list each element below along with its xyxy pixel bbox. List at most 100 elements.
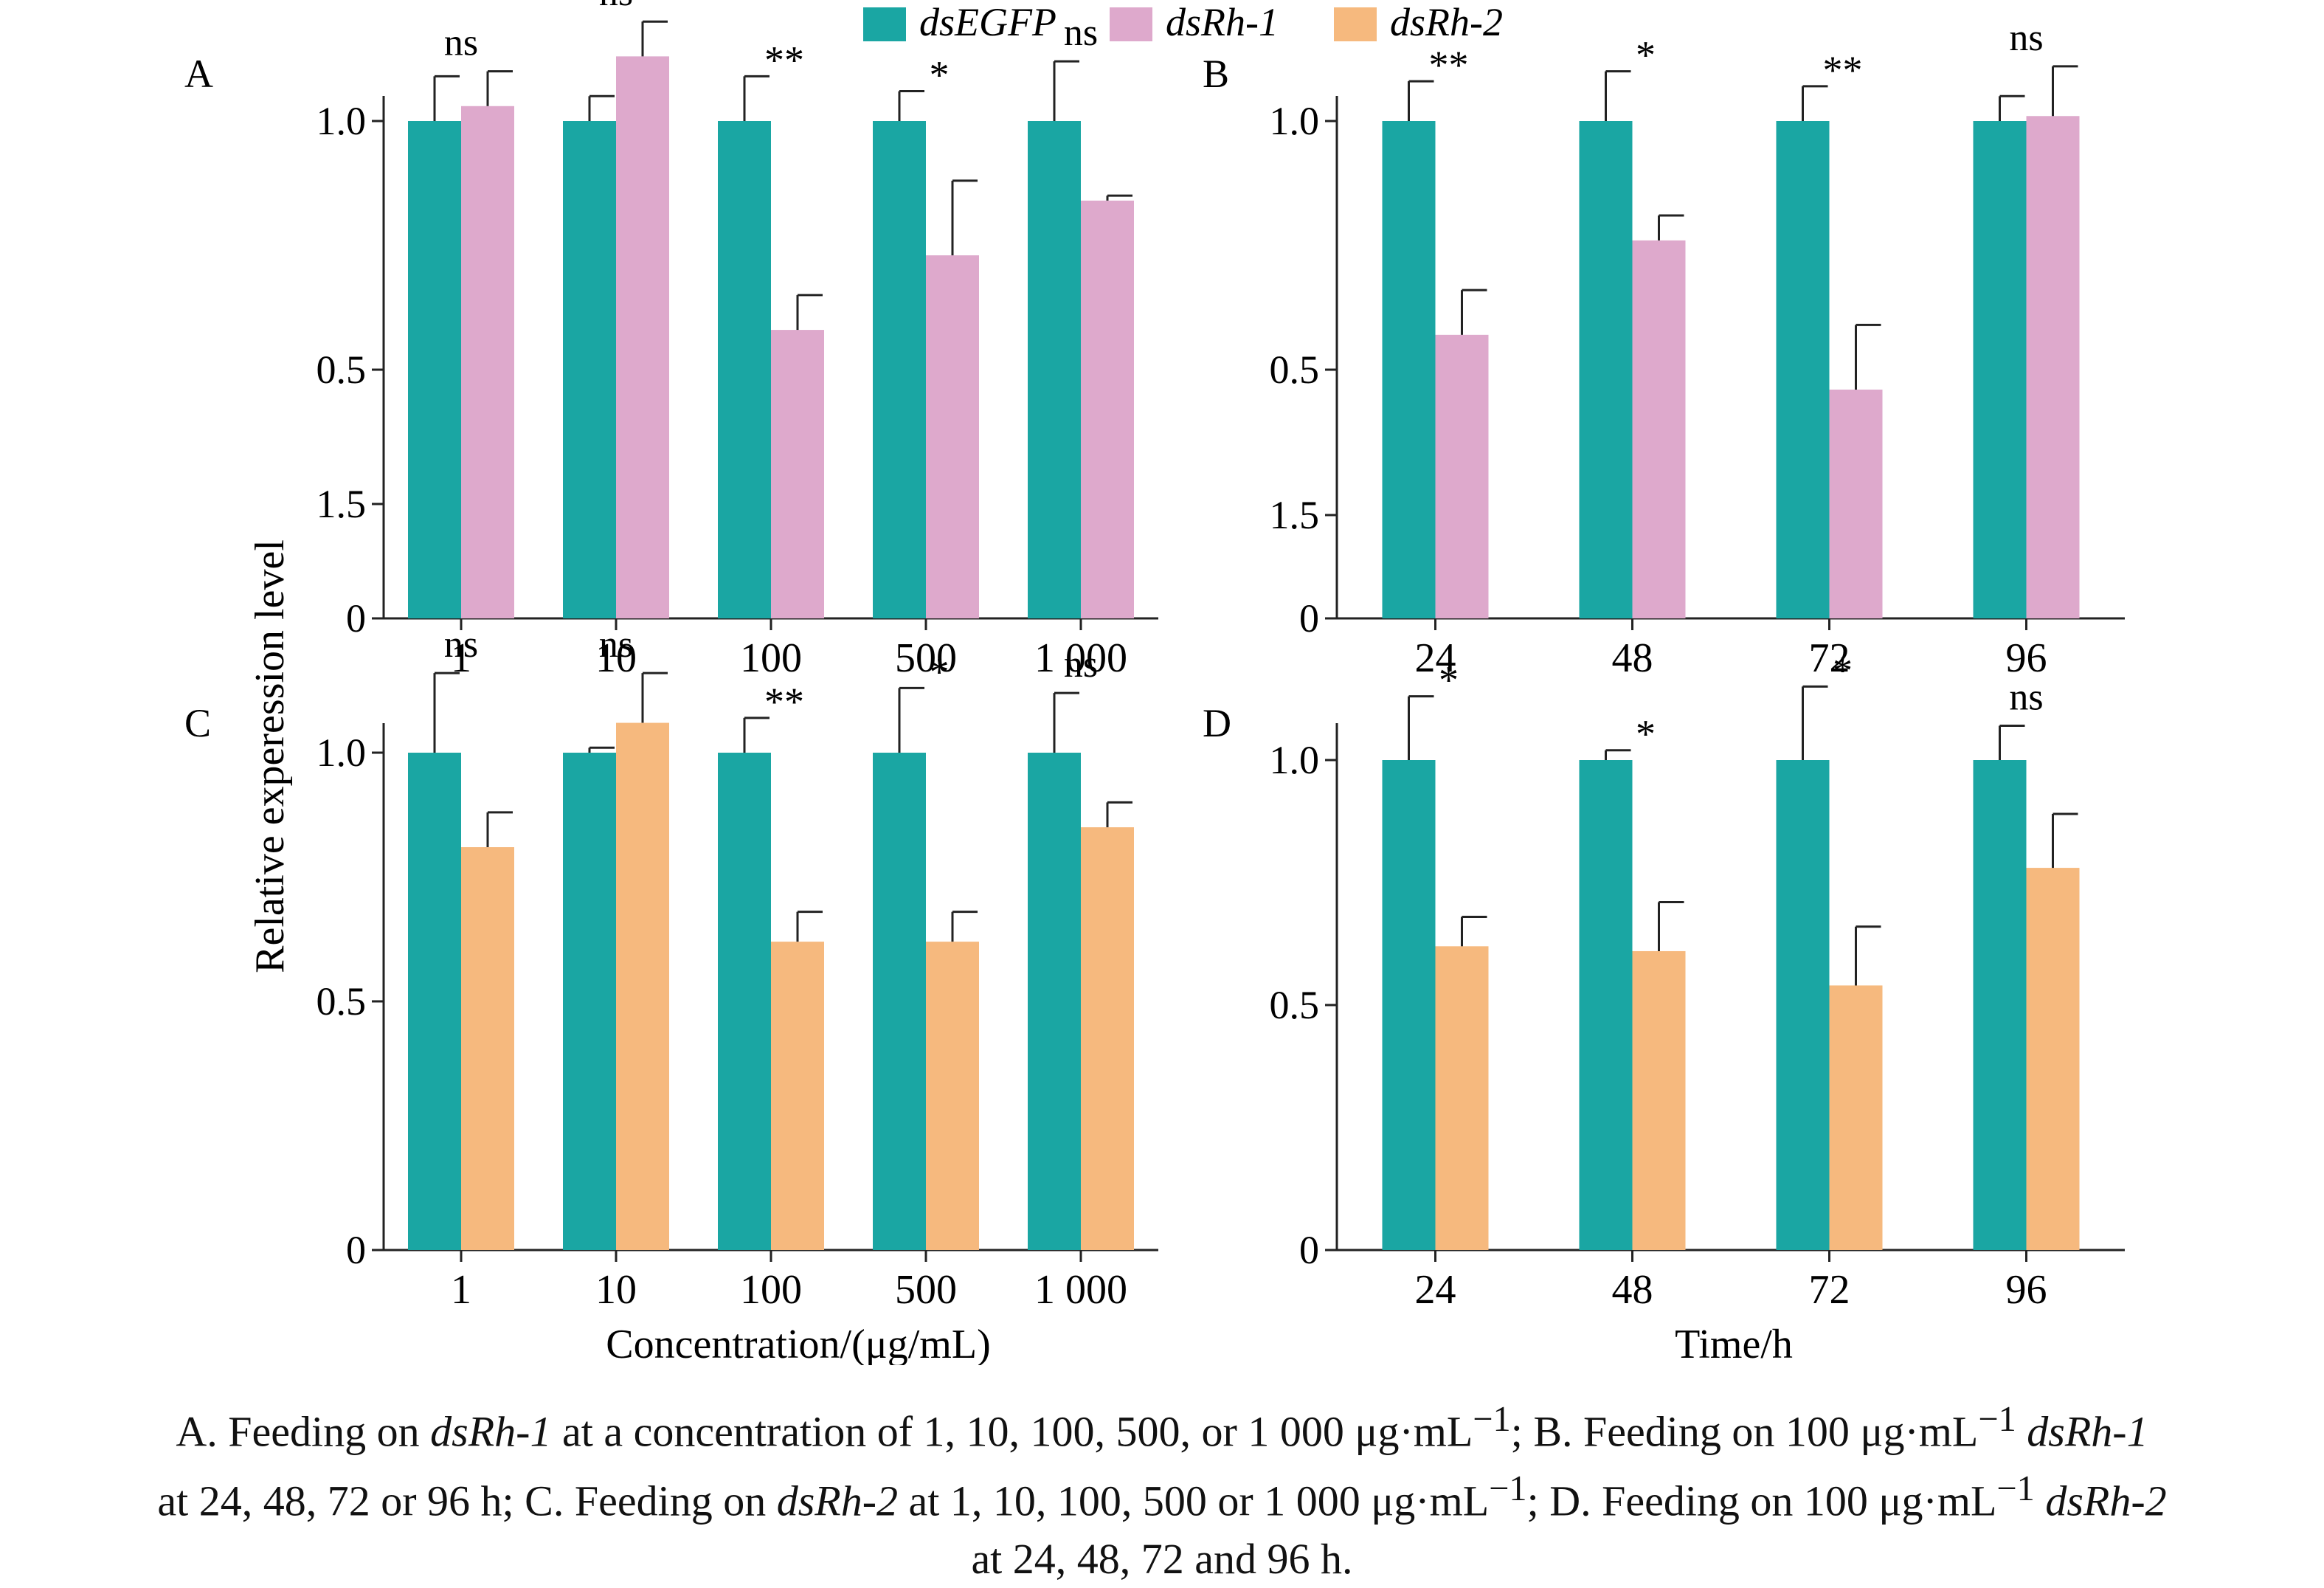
bar-rh1-b (2026, 116, 2080, 618)
y-tick-label-c: 1.0 (317, 731, 367, 775)
legend-label-rh2: dsRh-2 (1390, 0, 1503, 44)
legend-swatch-egfp (863, 7, 906, 41)
bar-egfp-a (1028, 121, 1081, 618)
x-tick-label-c: 1 000 (1034, 1267, 1127, 1313)
figure: dsEGFP dsRh-1 dsRh-2 Relative experessio… (184, 0, 2125, 1365)
panel-letter-d: D (1203, 701, 1231, 745)
significance-label-d: ns (2009, 677, 2043, 719)
x-axis-title-c: Concentration/(μg/mL) (606, 1322, 990, 1365)
y-tick-label-d: 0 (1299, 1228, 1319, 1272)
y-tick-label-a: 1.0 (317, 99, 367, 143)
bar-rh1-a (771, 330, 824, 618)
bar-egfp-b (1579, 121, 1633, 618)
bar-egfp-b (1382, 121, 1436, 618)
bar-rh2-c (461, 847, 514, 1250)
y-tick-label-c: 1.5 (317, 482, 367, 526)
bar-rh2-d (1435, 946, 1489, 1250)
x-tick-label-d: 48 (1612, 1267, 1653, 1313)
y-tick-label-c: 0.5 (317, 979, 367, 1023)
x-tick-label-b: 96 (2006, 635, 2047, 681)
significance-label-a: ns (599, 0, 633, 14)
x-tick-label-d: 24 (1415, 1267, 1456, 1313)
x-tick-label-c: 100 (740, 1267, 802, 1313)
caption-a-unit-exp: −1 (1473, 1400, 1511, 1439)
bar-rh1-b (1829, 389, 1883, 618)
figure-caption: A. Feeding on dsRh-1 at a concentration … (44, 1391, 2280, 1588)
y-axis-label: Relative experession level (247, 539, 293, 973)
bar-rh2-d (2026, 868, 2080, 1250)
bar-egfp-d (1776, 760, 1830, 1250)
legend-label-rh1: dsRh-1 (1166, 0, 1279, 44)
y-tick-label-a: 0 (346, 596, 366, 641)
significance-label-b: ** (1823, 48, 1863, 92)
significance-label-a: ** (764, 38, 804, 82)
bar-egfp-c (1028, 753, 1081, 1250)
y-tick-label-b: 0.5 (1270, 348, 1320, 392)
legend-label-egfp: dsEGFP (919, 0, 1056, 44)
caption-d-gene: dsRh-2 (2045, 1477, 2167, 1525)
significance-label-b: ns (2009, 17, 2043, 59)
bar-egfp-d (1579, 760, 1633, 1250)
significance-label-a: ns (444, 22, 478, 64)
panel-letter-c: C (184, 701, 211, 745)
bar-egfp-c (563, 753, 616, 1250)
x-tick-label-c: 500 (895, 1267, 957, 1313)
caption-c-gene: dsRh-2 (776, 1477, 899, 1525)
bar-rh1-a (461, 106, 514, 618)
x-tick-label-a: 100 (740, 635, 802, 681)
bar-egfp-a (718, 121, 771, 618)
significance-label-b: ** (1429, 43, 1469, 87)
bar-egfp-b (1973, 121, 2027, 618)
significance-label-a: * (930, 53, 950, 97)
x-tick-label-c: 1 (451, 1267, 471, 1313)
x-tick-label-a: 10 (595, 635, 637, 681)
significance-label-d: * (1636, 712, 1656, 756)
bar-rh2-c (1081, 827, 1134, 1250)
panel-b: 0 0.5 1.0 1.5 24 ** 48 * 72 ** 96 ns (1270, 17, 2125, 681)
bar-egfp-a (873, 121, 926, 618)
bar-rh1-a (926, 255, 979, 618)
significance-label-d: * (1439, 658, 1459, 702)
caption-d-pre: ; D. Feeding on 100 μg·mL (1526, 1477, 1997, 1525)
x-tick-label-b: 24 (1415, 635, 1456, 681)
y-tick-label-d: 0.5 (1270, 983, 1320, 1027)
significance-label-a: ns (1064, 12, 1098, 54)
bar-rh2-d (1829, 985, 1883, 1250)
y-tick-label-b: 0 (1299, 596, 1319, 641)
x-tick-label-c: 10 (595, 1267, 637, 1313)
bar-egfp-c (873, 753, 926, 1250)
legend-swatch-rh1 (1110, 7, 1152, 41)
x-tick-label-d: 96 (2006, 1267, 2047, 1313)
caption-c-unit-exp: −1 (1489, 1469, 1527, 1509)
caption-b-pre: ; B. Feeding on 100 μg·mL (1510, 1407, 1979, 1456)
significance-label-c: ns (599, 624, 633, 666)
x-tick-label-b: 72 (1809, 635, 1850, 681)
bar-rh2-d (1632, 950, 1686, 1250)
significance-label-c: ns (1064, 643, 1098, 686)
caption-b-gene: dsRh-1 (2027, 1407, 2148, 1456)
legend-swatch-rh2 (1334, 7, 1377, 41)
y-tick-label-a: 0.5 (317, 348, 367, 392)
legend: dsEGFP dsRh-1 dsRh-2 (863, 0, 1503, 44)
caption-a-post: at a concentration of 1, 10, 100, 500, o… (551, 1407, 1473, 1456)
caption-a-pre: A. Feeding on (176, 1407, 431, 1456)
panel-letter-a: A (184, 52, 213, 96)
bar-rh1-a (616, 56, 669, 618)
bar-egfp-d (1973, 760, 2027, 1250)
x-tick-label-d: 72 (1809, 1267, 1850, 1313)
bar-rh1-b (1435, 334, 1489, 618)
bar-egfp-c (408, 753, 461, 1250)
y-tick-label-d: 1.0 (1270, 738, 1320, 782)
bar-rh1-b (1632, 240, 1686, 618)
caption-b-post: at 24, 48, 72 or 96 h; C. Feeding on (157, 1477, 777, 1525)
caption-d-post: at 24, 48, 72 and 96 h. (971, 1534, 1353, 1583)
bar-rh2-c (771, 942, 824, 1250)
bar-egfp-d (1382, 760, 1436, 1250)
caption-a-gene: dsRh-1 (430, 1407, 552, 1456)
significance-label-c: * (930, 649, 950, 694)
x-tick-label-b: 48 (1612, 635, 1653, 681)
y-tick-label-c: 0 (346, 1228, 366, 1272)
